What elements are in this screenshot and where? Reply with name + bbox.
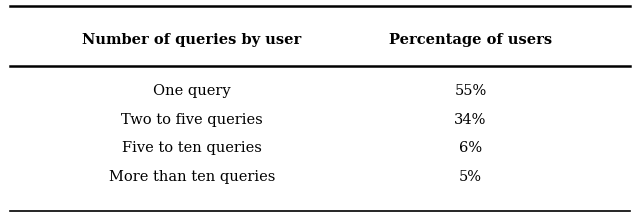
Text: 55%: 55%: [454, 84, 486, 98]
Text: Number of queries by user: Number of queries by user: [83, 33, 301, 47]
Text: One query: One query: [153, 84, 231, 98]
Text: 5%: 5%: [459, 169, 482, 184]
Text: Five to ten queries: Five to ten queries: [122, 141, 262, 155]
Text: 34%: 34%: [454, 113, 486, 127]
Text: Two to five queries: Two to five queries: [121, 113, 263, 127]
Text: 6%: 6%: [459, 141, 482, 155]
Text: More than ten queries: More than ten queries: [109, 169, 275, 184]
Text: Percentage of users: Percentage of users: [389, 33, 552, 47]
